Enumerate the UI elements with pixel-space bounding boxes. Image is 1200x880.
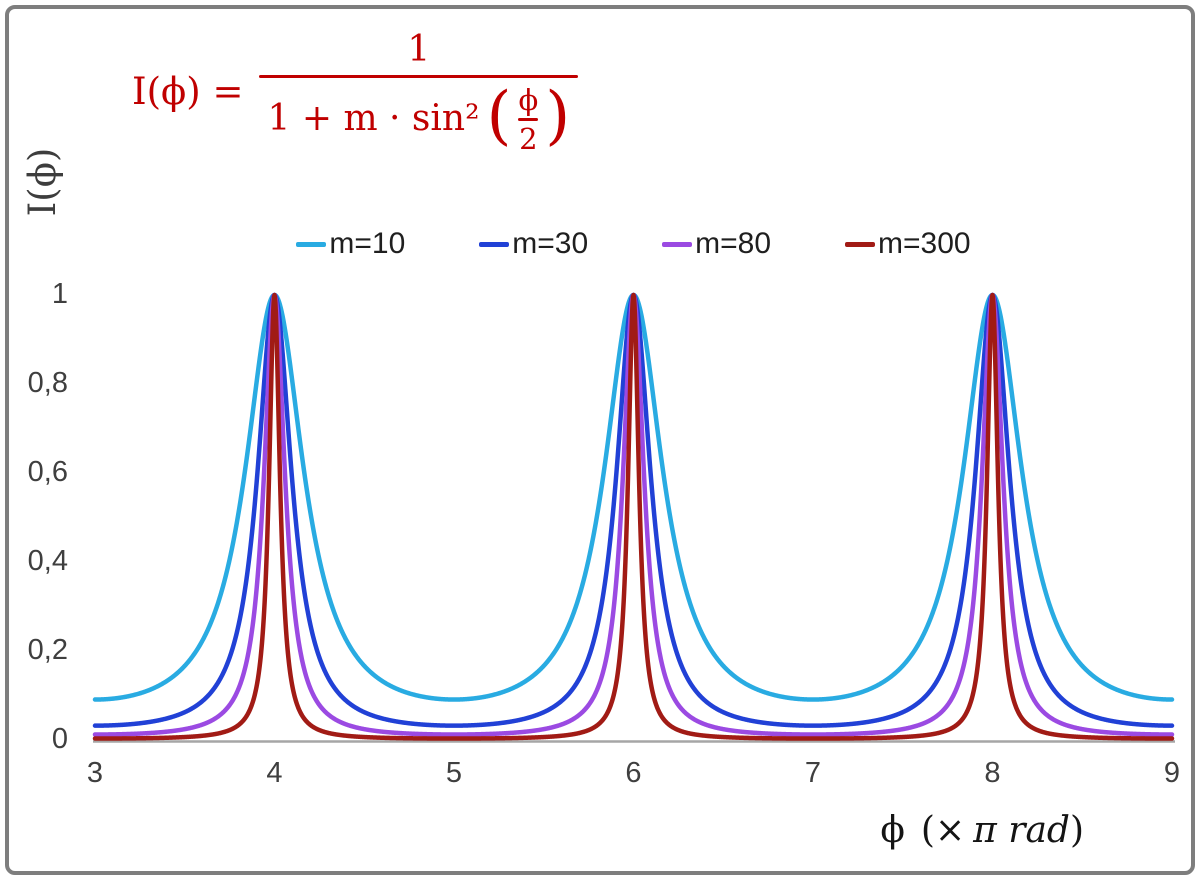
legend-swatch (845, 241, 876, 247)
inner-numerator: ϕ (518, 82, 539, 117)
legend-swatch (662, 241, 693, 247)
legend-swatch (479, 241, 510, 247)
x-tick-4: 4 (266, 757, 283, 789)
legend-item-m=30: m=30 (479, 227, 588, 261)
formula-annotation: I(ϕ) = 1 1 + m · sin² ( ϕ 2 ) (132, 29, 579, 154)
fraction-bar (259, 74, 579, 78)
inner-fraction: ϕ 2 (518, 82, 539, 156)
x-tick-8: 8 (984, 757, 1001, 789)
x-tick-5: 5 (445, 757, 463, 789)
formula-den-prefix: 1 + m · sin² (267, 98, 480, 140)
inner-denominator: 2 (519, 121, 538, 156)
y-tick-0: 0 (51, 722, 68, 755)
legend-item-m=10: m=10 (296, 227, 405, 261)
series-curve-m=30 (92, 292, 1175, 728)
y-tick-1: 1 (51, 277, 68, 310)
formula-lhs: I(ϕ) = (132, 70, 244, 114)
formula-denominator: 1 + m · sin² ( ϕ 2 ) (259, 83, 578, 154)
x-axis-title: ϕ (× π rad) (0, 810, 1084, 851)
x-title-open: (× (920, 810, 966, 851)
formula-fraction: 1 1 + m · sin² ( ϕ 2 ) (259, 29, 579, 154)
x-tick-7: 7 (804, 757, 822, 789)
right-paren: ) (545, 79, 571, 154)
series-curve-m=300 (92, 292, 1175, 741)
y-tick-0,2: 0,2 (27, 633, 68, 666)
legend-label: m=30 (512, 227, 589, 260)
x-tick-9: 9 (1163, 757, 1181, 789)
y-tick-0,6: 0,6 (27, 455, 68, 488)
legend: m=10 m=30 m=80 m=300 (95, 224, 1172, 264)
legend-label: m=10 (329, 227, 406, 260)
x-title-phi: ϕ (880, 810, 905, 851)
legend-label: m=300 (878, 227, 971, 260)
legend-item-m=80: m=80 (662, 227, 771, 261)
legend-label: m=80 (695, 227, 772, 260)
y-tick-0,4: 0,4 (27, 544, 68, 577)
y-axis-tick-labels: 0 0,2 0,4 0,6 0,8 1 (6, 0, 68, 880)
x-axis-tick-labels: 3 4 5 6 7 8 9 (0, 757, 1200, 793)
formula-numerator: 1 (407, 29, 431, 70)
x-tick-6: 6 (625, 757, 642, 789)
series-curve-m=80 (92, 292, 1175, 737)
legend-item-m=300: m=300 (845, 227, 971, 261)
left-paren: ( (486, 79, 512, 154)
x-tick-3: 3 (86, 757, 104, 789)
inner-fraction-bar (518, 118, 539, 121)
x-title-units: π rad (973, 810, 1070, 851)
y-tick-0,8: 0,8 (27, 366, 68, 399)
x-title-close: ) (1069, 810, 1084, 851)
legend-swatch (296, 241, 327, 247)
